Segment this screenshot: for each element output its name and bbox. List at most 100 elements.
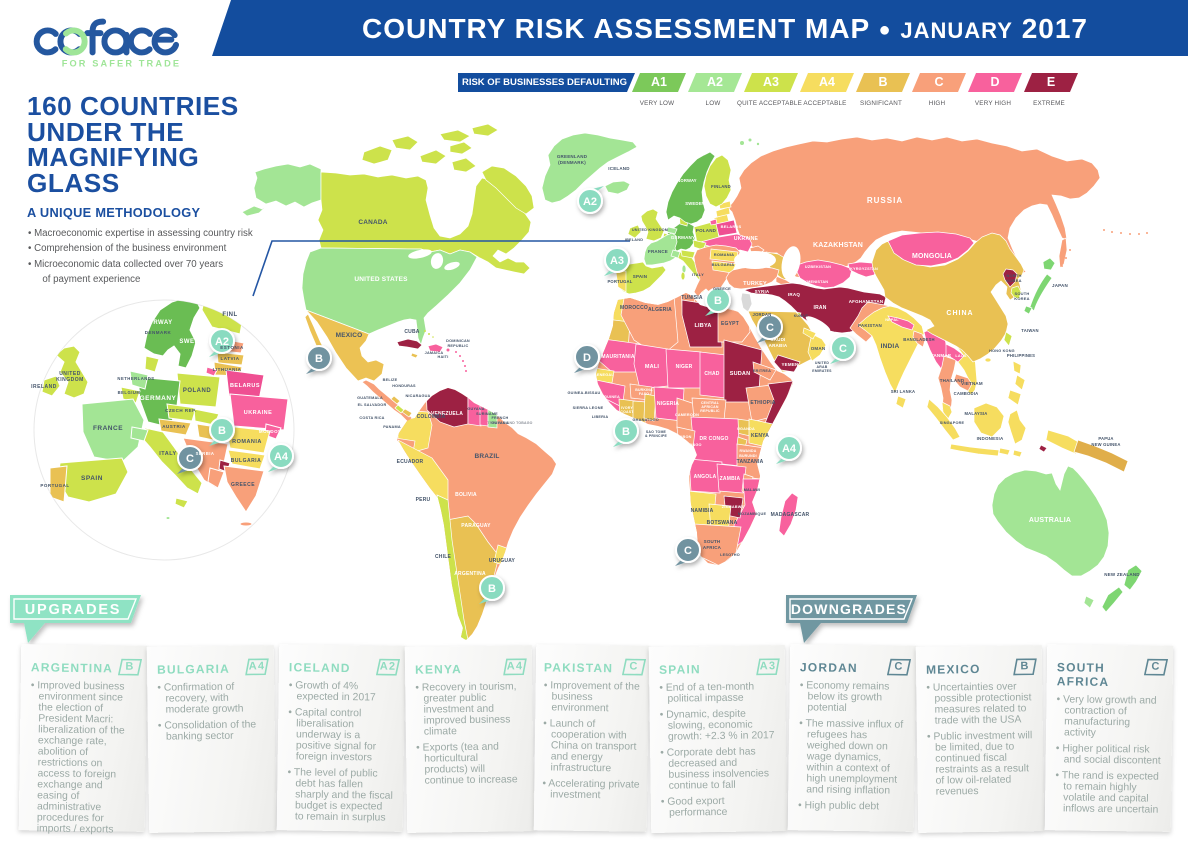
svg-text:GERMANY: GERMANY [140, 395, 177, 402]
svg-text:GUYANA: GUYANA [491, 421, 508, 425]
svg-text:BOTSWANA: BOTSWANA [707, 520, 738, 526]
svg-text:COLOMBIA: COLOMBIA [417, 414, 446, 420]
svg-text:SPAIN: SPAIN [633, 274, 647, 279]
svg-text:PARAGUAY: PARAGUAY [461, 523, 491, 529]
svg-text:ITALY: ITALY [159, 451, 176, 457]
svg-text:LAOS: LAOS [955, 354, 967, 358]
svg-text:UNITED KINGDOM: UNITED KINGDOM [632, 228, 668, 232]
svg-text:UNITED: UNITED [59, 371, 81, 377]
svg-text:UNITED STATES: UNITED STATES [354, 276, 408, 283]
svg-text:A2: A2 [583, 196, 597, 208]
svg-text:VIETNAM: VIETNAM [961, 381, 983, 386]
svg-text:SYRIA: SYRIA [755, 289, 770, 294]
svg-text:IRAQ: IRAQ [788, 292, 800, 297]
svg-text:SWEDEN: SWEDEN [179, 339, 208, 345]
svg-text:ESTONIA: ESTONIA [220, 345, 244, 350]
svg-text:BURKINA: BURKINA [635, 388, 653, 392]
svg-text:TOGO: TOGO [647, 418, 659, 422]
svg-text:UNITED: UNITED [815, 361, 830, 365]
svg-text:TAJIKISTAN: TAJIKISTAN [852, 278, 876, 282]
svg-text:SWEDEN: SWEDEN [685, 201, 705, 206]
svg-text:GUYANA: GUYANA [467, 407, 484, 411]
svg-text:KINGDOM: KINGDOM [56, 377, 84, 383]
svg-text:ECUADOR: ECUADOR [397, 459, 424, 465]
svg-text:B: B [488, 583, 496, 595]
svg-text:AUSTRALIA: AUSTRALIA [1029, 517, 1071, 524]
svg-text:LATVIA: LATVIA [221, 356, 240, 361]
svg-text:SURINAME: SURINAME [476, 412, 498, 416]
svg-text:PHILIPPINES: PHILIPPINES [1007, 353, 1035, 358]
svg-text:ARABIA: ARABIA [769, 343, 788, 348]
svg-text:C: C [839, 343, 847, 355]
svg-text:KOREA: KOREA [1014, 296, 1029, 301]
svg-text:FRANCE: FRANCE [648, 249, 668, 254]
svg-text:SOUTH: SOUTH [1015, 291, 1030, 296]
svg-text:BURUNDI: BURUNDI [739, 454, 757, 458]
svg-text:FINL: FINL [222, 312, 237, 318]
svg-text:NETHERLANDS: NETHERLANDS [117, 376, 154, 381]
svg-text:TURKMENISTAN: TURKMENISTAN [796, 280, 829, 284]
svg-text:NEW GUINEA: NEW GUINEA [1091, 442, 1120, 447]
svg-text:AUSTRIA: AUSTRIA [162, 424, 186, 429]
svg-text:SRI LANKA: SRI LANKA [891, 389, 916, 394]
svg-text:IRAN: IRAN [813, 305, 826, 311]
svg-text:KUWAIT: KUWAIT [794, 314, 809, 318]
svg-text:NORWAY: NORWAY [677, 178, 697, 183]
svg-text:CONGO: CONGO [686, 443, 701, 447]
svg-text:BANGLADESH: BANGLADESH [903, 337, 935, 342]
svg-text:SAUDI: SAUDI [770, 337, 785, 342]
svg-text:A4: A4 [782, 443, 797, 455]
svg-text:JAMAICA: JAMAICA [425, 351, 444, 355]
svg-text:BELGIUM: BELGIUM [118, 390, 141, 395]
svg-text:COAST: COAST [620, 410, 634, 414]
svg-text:D: D [583, 352, 591, 364]
svg-text:CUBA: CUBA [404, 329, 419, 335]
svg-text:TANZANIA: TANZANIA [737, 459, 764, 465]
svg-text:COSTA RICA: COSTA RICA [359, 416, 384, 420]
svg-text:INDIA: INDIA [881, 343, 900, 350]
svg-text:AFRICAN: AFRICAN [701, 405, 718, 409]
svg-text:ARAB: ARAB [817, 365, 828, 369]
svg-text:TRINIDAD AND TOBAGO: TRINIDAD AND TOBAGO [487, 421, 532, 425]
svg-text:BELARUS: BELARUS [721, 224, 742, 229]
svg-text:ROMANIA: ROMANIA [714, 252, 735, 257]
svg-text:PAPUA: PAPUA [1098, 436, 1113, 441]
svg-text:POLAND: POLAND [183, 388, 212, 394]
svg-text:EMIRATES: EMIRATES [812, 369, 832, 373]
svg-text:MOLDOVA: MOLDOVA [259, 429, 285, 434]
svg-text:PANAMA: PANAMA [383, 425, 401, 429]
svg-text:EL SALVADOR: EL SALVADOR [358, 403, 387, 407]
svg-text:INDONESIA: INDONESIA [977, 436, 1004, 441]
svg-text:ALGERIA: ALGERIA [648, 307, 672, 313]
svg-text:TURKEY: TURKEY [743, 281, 767, 287]
svg-text:KENYA: KENYA [751, 433, 769, 439]
svg-text:KOREA: KOREA [1006, 278, 1021, 283]
svg-text:& PRINCIPE: & PRINCIPE [645, 434, 667, 438]
svg-text:AFRICA: AFRICA [703, 545, 722, 550]
svg-text:ZIMBABWE: ZIMBABWE [722, 505, 745, 509]
svg-text:FINLAND: FINLAND [711, 184, 731, 189]
svg-text:REPUBLIC: REPUBLIC [447, 344, 468, 348]
svg-text:DOMINICAN: DOMINICAN [446, 339, 470, 343]
svg-text:JAPAN: JAPAN [1052, 283, 1068, 288]
svg-text:BOLIVIA: BOLIVIA [455, 492, 477, 498]
svg-text:MOROCCO: MOROCCO [620, 305, 648, 311]
svg-text:THAILAND: THAILAND [940, 378, 965, 383]
svg-text:MEXICO: MEXICO [336, 332, 363, 339]
svg-text:SENEGAL: SENEGAL [594, 373, 614, 377]
svg-text:FRENCH: FRENCH [491, 416, 508, 420]
svg-text:POLAND: POLAND [696, 228, 717, 233]
svg-text:PORTUGAL: PORTUGAL [607, 279, 632, 284]
svg-text:ANGOLA: ANGOLA [694, 474, 717, 480]
svg-text:IVORY: IVORY [621, 406, 633, 410]
svg-text:BELIZE: BELIZE [383, 378, 398, 382]
svg-text:NIGER: NIGER [676, 364, 693, 370]
svg-text:CHILE: CHILE [435, 554, 451, 560]
svg-text:A4: A4 [274, 451, 289, 463]
svg-text:LESOTHO: LESOTHO [720, 553, 740, 557]
svg-text:SPAIN: SPAIN [81, 475, 103, 482]
svg-text:UZBEKISTAN: UZBEKISTAN [805, 265, 831, 269]
svg-text:NAMIBIA: NAMIBIA [691, 508, 714, 514]
svg-text:NEPAL: NEPAL [885, 318, 899, 322]
svg-text:(DENMARK): (DENMARK) [558, 160, 586, 165]
